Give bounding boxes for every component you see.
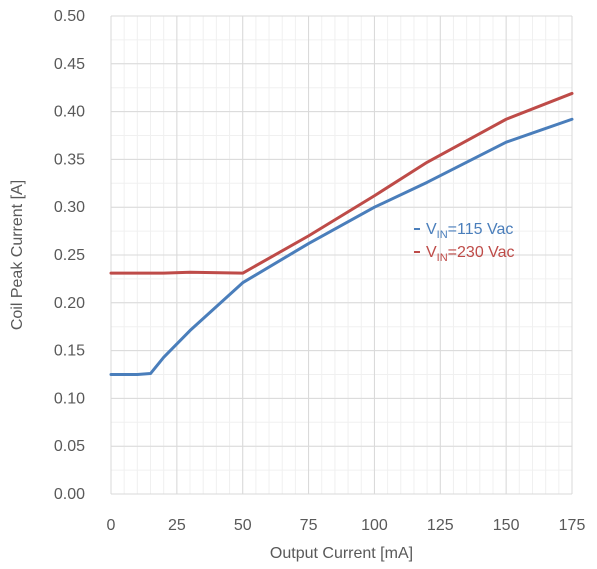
legend-entry: VIN=115 Vac xyxy=(426,221,513,241)
legend-entry: VIN=230 Vac xyxy=(426,244,515,264)
y-tick-label: 0.35 xyxy=(54,151,85,168)
x-tick-label: 50 xyxy=(234,517,252,534)
y-tick-label: 0.20 xyxy=(54,295,85,312)
legend: VIN=115 Vac VIN=230 Vac xyxy=(414,221,515,264)
series-line-2 xyxy=(109,91,574,275)
series-layer xyxy=(109,91,574,376)
x-tick-label: 0 xyxy=(107,517,116,534)
series-line-1 xyxy=(109,117,574,376)
x-tick-label: 25 xyxy=(168,517,186,534)
x-tick-label: 150 xyxy=(493,517,520,534)
x-tick-label: 75 xyxy=(300,517,318,534)
x-tick-label: 100 xyxy=(361,517,388,534)
x-tick-label: 175 xyxy=(559,517,586,534)
y-tick-label: 0.45 xyxy=(54,56,85,73)
major-gridlines xyxy=(110,15,573,495)
y-tick-label: 0.05 xyxy=(54,438,85,455)
y-tick-label: 0.30 xyxy=(54,199,85,216)
y-tick-label: 0.50 xyxy=(54,8,85,25)
tick-labels: 0 25 50 75 100 125 150 175 0.00 0.05 0.10 0.15 0.20 0… xyxy=(54,8,586,534)
x-tick-label: 125 xyxy=(427,517,454,534)
y-tick-label: 0.00 xyxy=(54,486,85,503)
y-axis-title: Coil Peak Current [A] xyxy=(9,180,26,330)
y-tick-label: 0.10 xyxy=(54,390,85,407)
x-axis-title: Output Current [mA] xyxy=(270,545,413,562)
y-tick-label: 0.25 xyxy=(54,247,85,264)
y-tick-label: 0.40 xyxy=(54,104,85,121)
y-tick-label: 0.15 xyxy=(54,343,85,360)
